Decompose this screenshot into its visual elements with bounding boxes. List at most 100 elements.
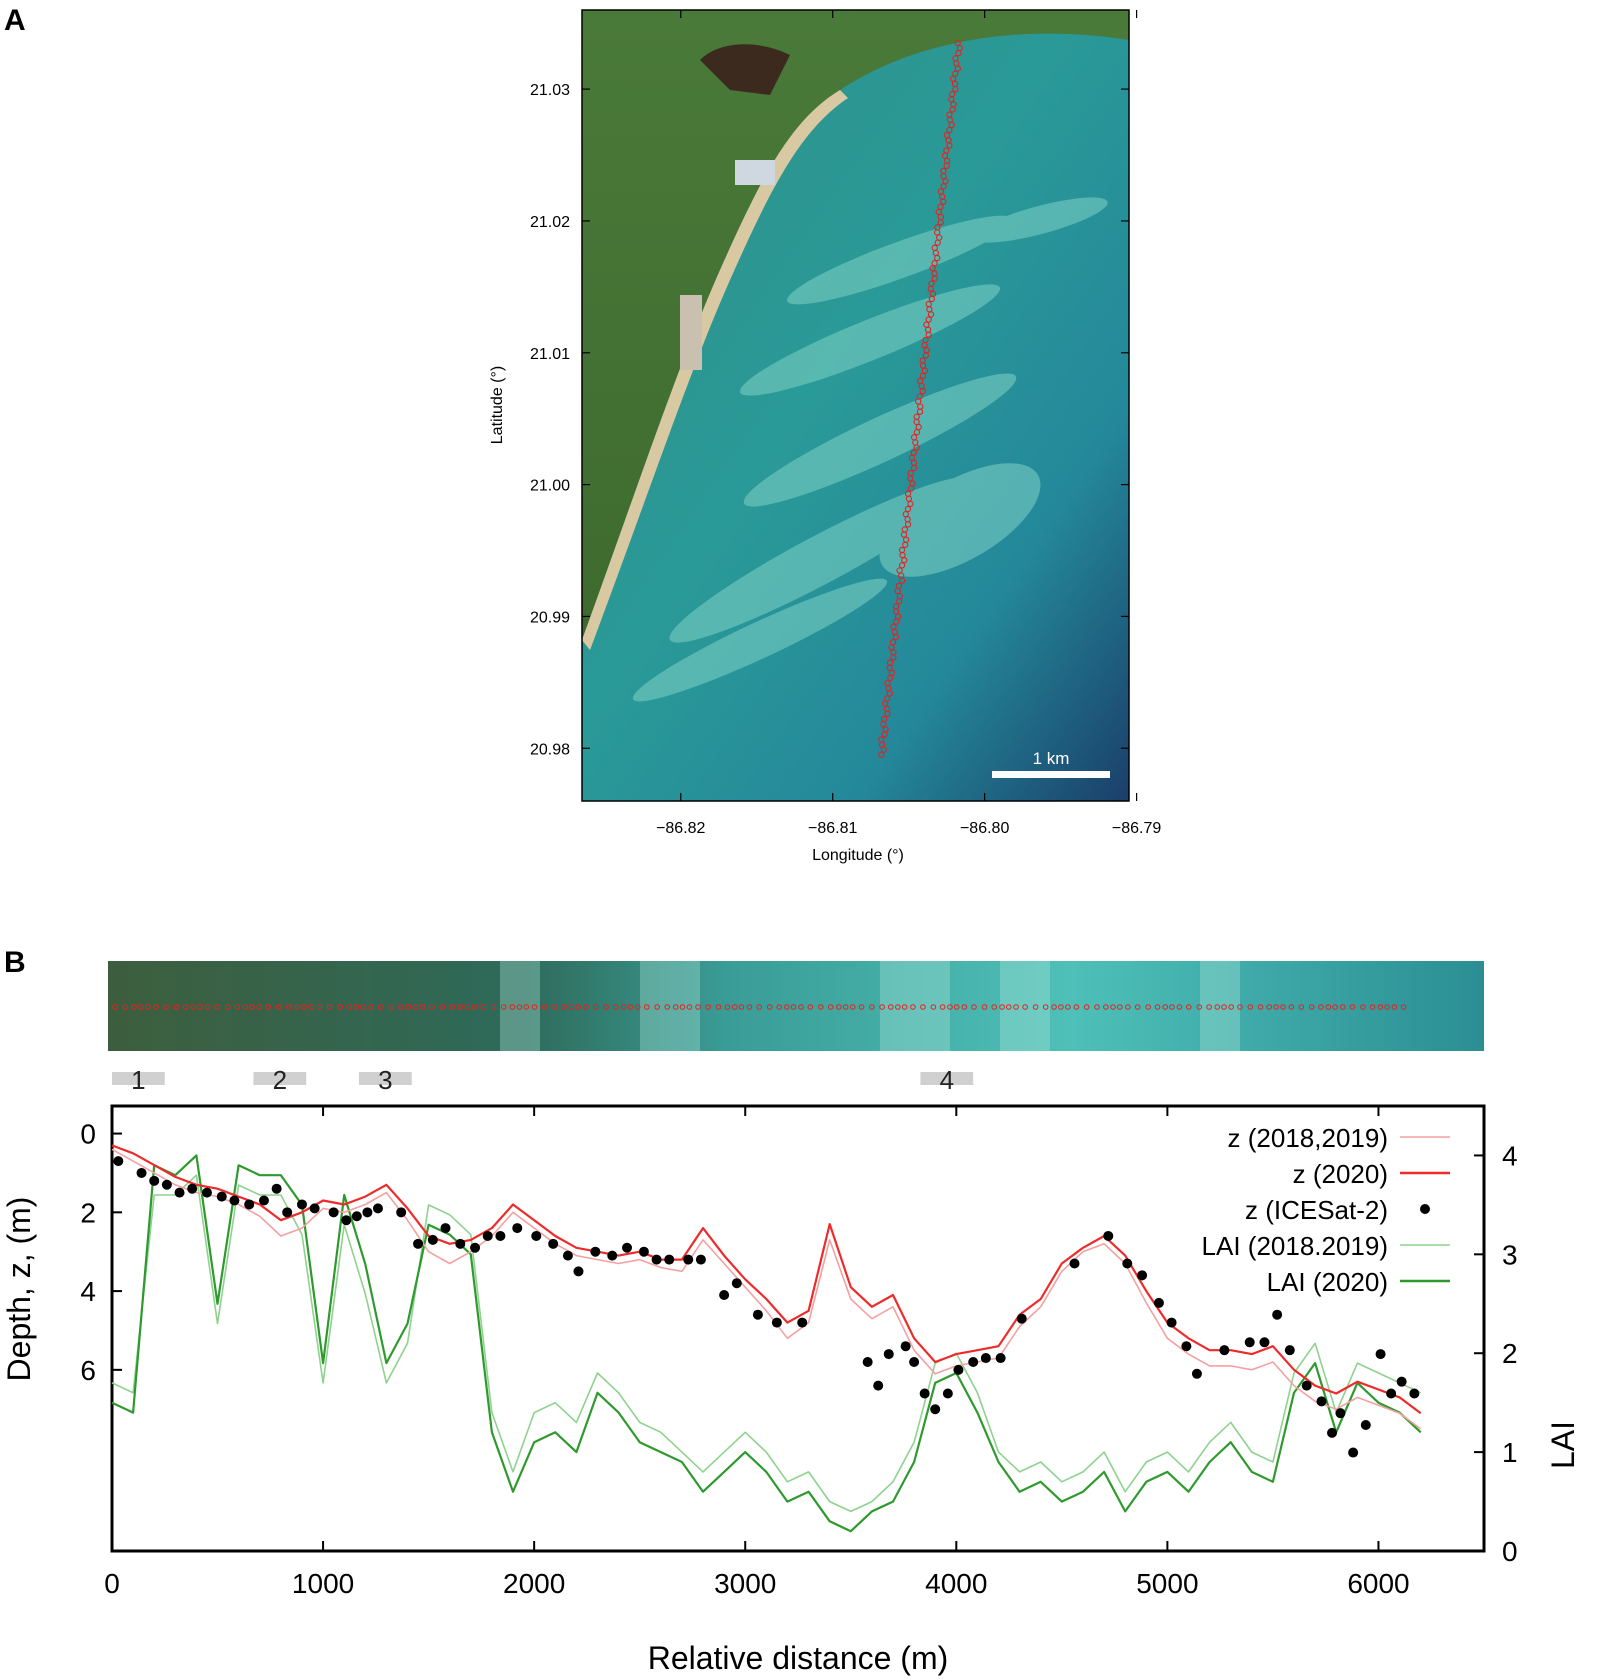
strip-track-point — [731, 1004, 738, 1010]
icesat-point — [341, 1215, 352, 1226]
map-image — [582, 10, 1129, 801]
strip-track-point — [1266, 1004, 1272, 1010]
scale-bar: 1 km — [992, 749, 1110, 778]
strip-track-point — [568, 1004, 575, 1010]
y-tick-label-depth: 0 — [80, 1119, 96, 1150]
track-point — [946, 126, 953, 134]
panel-label-b: B — [4, 946, 26, 979]
strip-track-point — [1125, 1004, 1131, 1010]
strip-track-point — [397, 1004, 404, 1010]
track-point — [910, 434, 918, 441]
strip-track-point — [490, 1004, 497, 1010]
chart-x-axis-label: Relative distance (m) — [648, 1640, 949, 1676]
icesat-point — [1284, 1345, 1295, 1356]
map-y-tick-label: 21.02 — [530, 214, 570, 231]
y-tick-label-lai: 3 — [1502, 1239, 1518, 1270]
track-point — [937, 188, 944, 195]
icesat-point — [271, 1183, 282, 1194]
strip-track-point — [939, 1004, 946, 1010]
strip-track-point — [346, 1004, 352, 1010]
strip-track-point — [1298, 1004, 1305, 1010]
chart-y-axis-label-depth: Depth, z, (m) — [1, 1197, 37, 1382]
strip-track-point — [265, 1004, 272, 1010]
icesat-point — [651, 1254, 662, 1265]
track-point — [921, 367, 929, 374]
strip-track-point — [500, 1004, 507, 1010]
strip-track-point — [388, 1004, 395, 1010]
icesat-point — [282, 1207, 293, 1218]
track-point — [902, 510, 909, 518]
segment-label: 1 — [131, 1065, 145, 1095]
strip-track-point — [981, 1004, 988, 1010]
icesat-point — [1137, 1270, 1148, 1281]
map-y-tick-label: 21.01 — [530, 346, 570, 363]
scale-bar-label: 1 km — [1033, 749, 1070, 768]
strip-track-point — [182, 1004, 189, 1010]
strip-track-point — [552, 1004, 558, 1010]
track-point — [915, 423, 922, 431]
track-point — [907, 470, 914, 477]
strip-track-point — [991, 1004, 997, 1010]
strip-track-point — [1360, 1004, 1366, 1010]
x-tick-label: 6000 — [1347, 1568, 1409, 1599]
icesat-point — [862, 1356, 873, 1367]
strip-track-point — [224, 1004, 231, 1010]
strip-track-point — [971, 1004, 977, 1010]
track-point — [925, 301, 932, 308]
strip-track-point — [1110, 1004, 1116, 1010]
strip-track-point — [249, 1004, 255, 1010]
chart-y-axis-label-lai: LAI — [1545, 1421, 1581, 1469]
icesat-point — [512, 1223, 523, 1234]
strip-track-point — [145, 1004, 151, 1010]
strip-track-point — [705, 1004, 711, 1010]
strip-track-point — [1051, 1004, 1057, 1010]
strip-track-point — [112, 1004, 118, 1010]
strip-track-point — [1117, 1004, 1123, 1010]
track-point — [936, 234, 943, 241]
y-tick-label-lai: 0 — [1502, 1536, 1518, 1567]
icesat-point — [1166, 1317, 1177, 1328]
track-point — [931, 270, 938, 277]
track-point — [934, 224, 941, 231]
strip-track-point — [961, 1004, 968, 1010]
strip-track-point — [286, 1004, 292, 1010]
legend-label: z (2020) — [1293, 1159, 1388, 1189]
icesat-point — [362, 1207, 373, 1218]
strip-track-point — [887, 1004, 894, 1010]
icesat-point — [1103, 1230, 1114, 1241]
x-tick-label: 5000 — [1136, 1568, 1198, 1599]
strip-track-point — [204, 1004, 211, 1010]
strip-track-point — [1042, 1004, 1049, 1010]
icesat-point — [1069, 1258, 1080, 1269]
strip-track-point — [1332, 1004, 1338, 1010]
strip-track-point — [953, 1004, 960, 1010]
track-point — [880, 715, 888, 723]
strip-track-point — [679, 1004, 686, 1010]
strip-track-point — [784, 1004, 790, 1010]
series-line-lai-2020 — [111, 1154, 1422, 1533]
strip-track-point — [654, 1004, 660, 1010]
icesat-point — [1219, 1345, 1230, 1356]
segment-bar — [112, 1072, 165, 1085]
y-tick-label-depth: 6 — [80, 1355, 96, 1386]
icesat-point — [258, 1195, 269, 1206]
icesat-point — [174, 1187, 185, 1198]
track-point — [882, 726, 889, 733]
track-point — [890, 623, 897, 630]
track-point — [952, 55, 959, 62]
track-point — [889, 639, 897, 646]
track-point — [923, 321, 930, 328]
icesat-point — [548, 1238, 559, 1249]
strip-track-point — [197, 1004, 203, 1010]
strip-track-point — [1206, 1004, 1212, 1010]
strip-track-point — [1145, 1004, 1151, 1010]
strip-track-point — [1065, 1004, 1071, 1010]
track-point — [950, 101, 957, 108]
icesat-point — [482, 1230, 493, 1241]
strip-track-point — [1384, 1004, 1390, 1010]
strip-track-point — [612, 1004, 619, 1010]
strip-track-point — [575, 1004, 582, 1010]
y-tick-label-depth: 2 — [80, 1197, 96, 1228]
y-tick-label-lai: 1 — [1502, 1437, 1518, 1468]
